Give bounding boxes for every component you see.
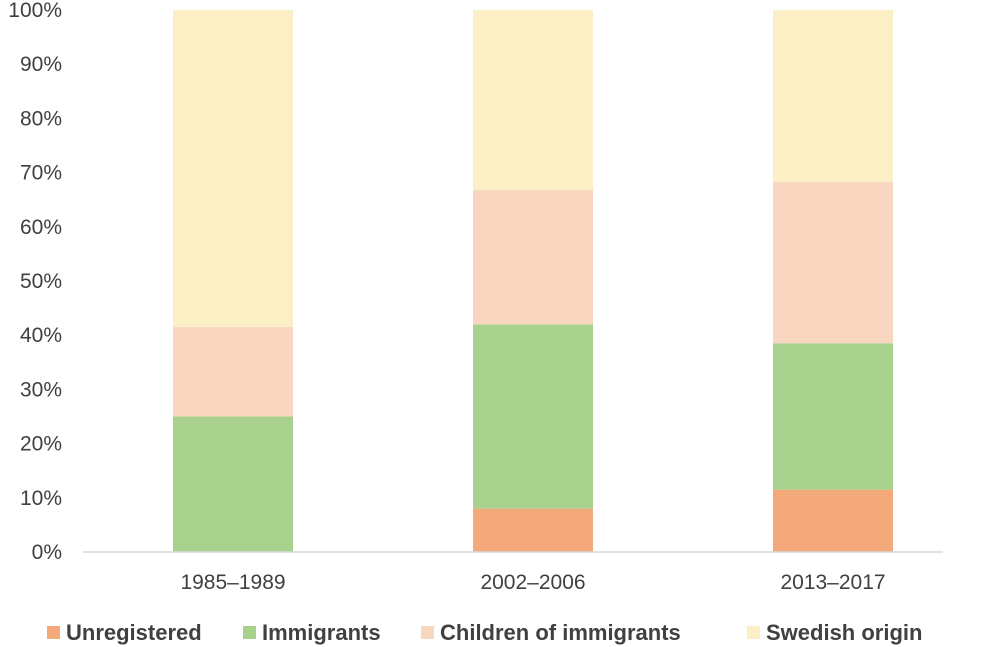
x-axis-category-labels: 1985–1989 2002–2006 2013–2017 bbox=[180, 571, 885, 594]
y-tick-label: 100% bbox=[8, 0, 62, 22]
legend-label: Immigrants bbox=[262, 620, 381, 645]
y-tick-label: 90% bbox=[20, 53, 62, 76]
x-category-label: 2002–2006 bbox=[480, 571, 585, 594]
legend: Unregistered Immigrants Children of immigr… bbox=[47, 620, 922, 645]
y-axis-ticks: 0% 10% 20% 30% 40% 50% 60% 70% 80% 90% 100% bbox=[8, 0, 62, 564]
y-tick-label: 50% bbox=[20, 270, 62, 293]
y-tick-label: 20% bbox=[20, 433, 62, 456]
y-tick-label: 0% bbox=[32, 541, 62, 564]
y-tick-label: 60% bbox=[20, 216, 62, 239]
legend-label: Swedish origin bbox=[766, 620, 922, 645]
legend-swatch bbox=[47, 626, 60, 639]
legend-label: Children of immigrants bbox=[440, 620, 681, 645]
x-category-label: 1985–1989 bbox=[180, 571, 285, 594]
bar-segment bbox=[473, 324, 593, 509]
bar-segment bbox=[773, 181, 893, 344]
bars bbox=[173, 10, 893, 552]
legend-swatch bbox=[747, 626, 760, 639]
bar-segment bbox=[773, 10, 893, 182]
y-tick-label: 70% bbox=[20, 162, 62, 185]
bar-segment bbox=[473, 508, 593, 552]
legend-swatch bbox=[421, 626, 434, 639]
x-category-label: 2013–2017 bbox=[780, 571, 885, 594]
bar-segment bbox=[173, 416, 293, 552]
y-tick-label: 80% bbox=[20, 107, 62, 130]
bar-segment bbox=[173, 10, 293, 328]
legend-label: Unregistered bbox=[66, 620, 202, 645]
bar-segment bbox=[473, 10, 593, 190]
bar-segment bbox=[773, 343, 893, 490]
bar-segment bbox=[773, 489, 893, 552]
y-tick-label: 30% bbox=[20, 378, 62, 401]
y-tick-label: 10% bbox=[20, 487, 62, 510]
legend-swatch bbox=[243, 626, 256, 639]
bar-segment bbox=[473, 189, 593, 325]
bar-segment bbox=[173, 327, 293, 417]
y-tick-label: 40% bbox=[20, 324, 62, 347]
